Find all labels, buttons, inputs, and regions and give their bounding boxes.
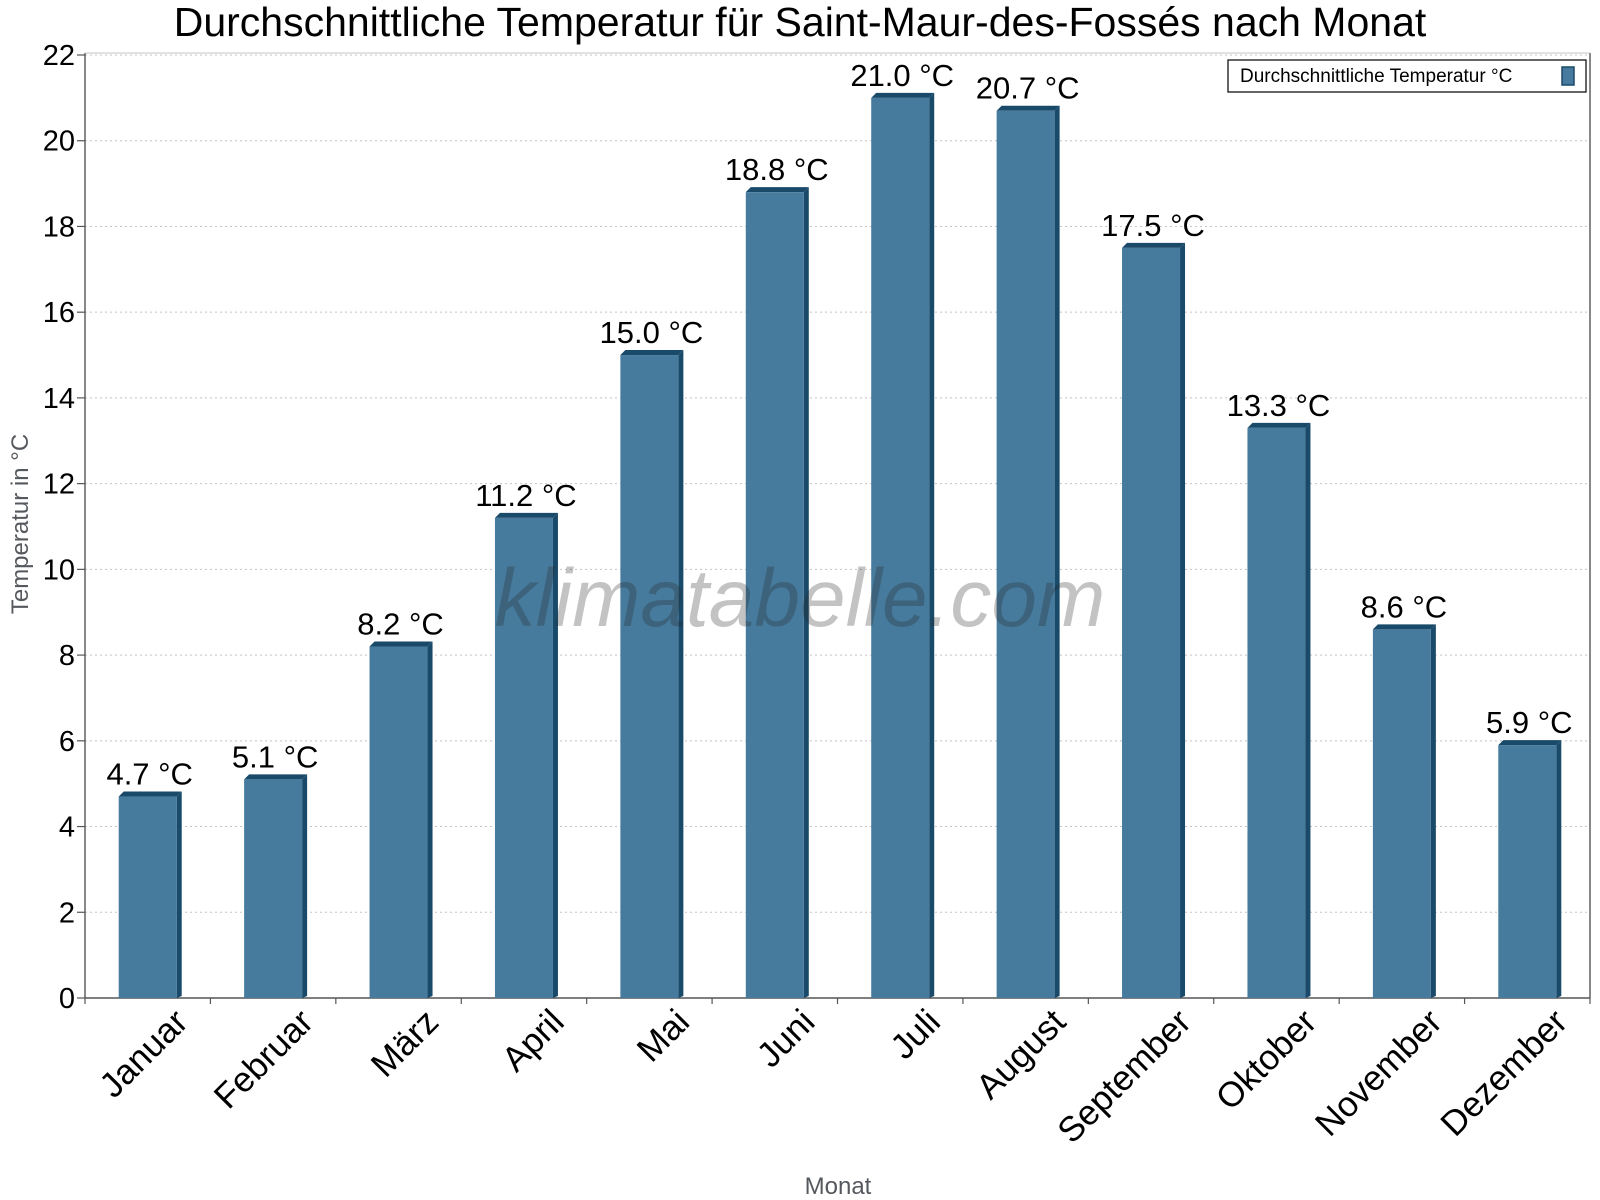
y-tick-label: 0 (59, 983, 75, 1015)
bar-front (871, 97, 930, 998)
data-label: 5.1 °C (232, 739, 319, 774)
bar-side (552, 512, 558, 998)
x-tick-label: November (1308, 1002, 1450, 1144)
y-tick-label: 8 (59, 640, 75, 672)
bar-november (1372, 624, 1436, 998)
x-tick-label: Dezember (1433, 1002, 1575, 1144)
bar-side (678, 350, 684, 999)
bar-september (1122, 242, 1186, 999)
bar-side (1180, 242, 1186, 999)
bar-top (996, 105, 1060, 111)
x-tick-label: Februar (207, 1002, 321, 1116)
bar-side (803, 187, 809, 998)
bar-front (1372, 629, 1431, 998)
data-label: 5.9 °C (1486, 705, 1573, 740)
data-label: 18.8 °C (725, 152, 829, 187)
bar-top (1247, 422, 1311, 428)
data-label: 8.6 °C (1361, 589, 1448, 624)
x-tick-label: Juni (749, 1002, 822, 1075)
bar-side (1305, 422, 1311, 998)
x-tick-label: April (495, 1002, 572, 1079)
data-label: 21.0 °C (850, 58, 954, 93)
y-tick-label: 10 (43, 554, 75, 586)
bar-august (996, 105, 1060, 999)
bar-front (745, 192, 804, 998)
data-label: 20.7 °C (976, 71, 1080, 106)
bar-side (1430, 624, 1436, 998)
x-tick-label: August (969, 1002, 1074, 1107)
bar-front (996, 110, 1055, 999)
bar-top (118, 791, 182, 797)
x-axis-title: Monat (805, 1173, 872, 1200)
bar-top (494, 512, 558, 518)
bar-front (494, 517, 553, 998)
bar-juli (871, 92, 935, 998)
bar-top (1498, 740, 1562, 746)
bar-märz (369, 641, 433, 998)
bar-side (176, 791, 182, 998)
bar-side (302, 774, 308, 998)
bars (118, 92, 1562, 999)
bar-front (118, 796, 177, 998)
bar-januar (118, 791, 182, 998)
axes (77, 52, 1591, 1004)
x-tick-label: Oktober (1209, 1002, 1325, 1118)
bar-side (1054, 105, 1060, 999)
chart-title: Durchschnittliche Temperatur für Saint-M… (174, 0, 1427, 45)
bar-top (244, 774, 308, 780)
y-tick-label: 22 (43, 40, 75, 72)
bar-side (929, 92, 935, 998)
y-tick-labels: 0 2 4 6 8 10 12 14 16 18 20 22 (43, 40, 75, 1015)
x-tick-label: Mai (630, 1002, 697, 1069)
y-tick-label: 6 (59, 726, 75, 758)
bar-juni (745, 187, 809, 998)
watermark: klimatabelle.com (495, 553, 1106, 644)
bar-april (494, 512, 558, 998)
bar-front (244, 779, 303, 998)
legend-label: Durchschnittliche Temperatur °C (1240, 66, 1512, 87)
data-label: 11.2 °C (475, 478, 576, 513)
y-tick-label: 16 (43, 297, 75, 329)
x-tick-label: März (364, 1002, 447, 1085)
bar-side (1556, 740, 1562, 998)
bar-front (1122, 247, 1181, 999)
y-tick-label: 20 (43, 126, 75, 158)
legend-box (1227, 59, 1587, 93)
y-tick-label: 12 (43, 469, 75, 501)
bar-top (1122, 242, 1186, 248)
x-tick-labels: Januar Februar März April Mai Juni Juli AugustS… (92, 1002, 1575, 1151)
data-labels: 4.7 °C 5.1 °C 8.2 °C 11.2 °C 15.0 °C 18.8 °C 2… (106, 58, 1572, 792)
bar-front (1498, 745, 1557, 998)
bar-oktober (1247, 422, 1311, 998)
data-label: 8.2 °C (357, 607, 444, 642)
bar-dezember (1498, 740, 1562, 998)
y-tick-label: 18 (43, 211, 75, 243)
bar-top (745, 187, 809, 193)
data-label: 15.0 °C (600, 315, 704, 350)
x-tick-label: September (1050, 1002, 1199, 1151)
x-tick-label: Januar (92, 1002, 195, 1105)
y-axis-title: Temperatur in °C (7, 434, 34, 614)
y-tick-label: 4 (59, 812, 75, 844)
gridlines (85, 54, 1590, 913)
x-tick-label: Juli (883, 1002, 948, 1067)
bar-side (427, 641, 433, 998)
data-label: 4.7 °C (106, 757, 193, 792)
bar-front (369, 646, 428, 998)
bar-top (1372, 624, 1436, 630)
bar-mai (620, 350, 684, 999)
bar-front (620, 355, 679, 999)
y-tick-label: 14 (43, 383, 75, 415)
bar-top (369, 641, 433, 647)
data-label: 13.3 °C (1227, 388, 1331, 423)
data-label: 17.5 °C (1101, 208, 1205, 243)
bar-top (871, 92, 935, 98)
y-tick-label: 2 (59, 897, 75, 929)
legend-swatch (1561, 66, 1575, 86)
bar-top (620, 350, 684, 356)
legend: Durchschnittliche Temperatur °C (1227, 59, 1587, 93)
bar-februar (244, 774, 308, 998)
bar-front (1247, 427, 1306, 998)
